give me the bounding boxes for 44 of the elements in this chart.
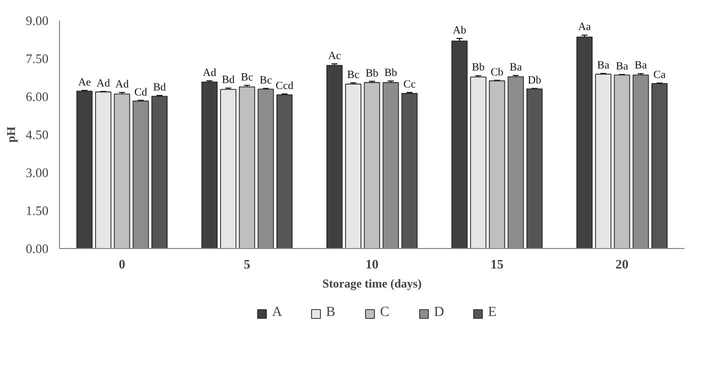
legend-label: D	[434, 305, 446, 321]
y-tick-label: 3.00	[26, 165, 48, 180]
y-tick-label: 9.00	[26, 13, 48, 28]
data-label: Bb	[384, 67, 398, 80]
legend-label: A	[272, 305, 284, 321]
data-label: Cd	[134, 86, 148, 98]
data-label: Cb	[490, 66, 504, 78]
x-tick-label: 15	[490, 256, 504, 272]
y-tick-label: 0.00	[26, 241, 48, 256]
data-label: Ad	[96, 77, 110, 90]
x-tick-label: 10	[366, 256, 378, 272]
x-tick-label: 5	[244, 256, 251, 272]
data-label: Ba	[634, 60, 647, 72]
x-tick-label: 0	[118, 256, 126, 272]
y-tick-label: 1.50	[26, 203, 48, 218]
y-tick-label: 7.50	[26, 51, 48, 66]
data-label: Ad	[115, 78, 130, 90]
data-label: Bb	[472, 62, 486, 74]
x-tick-label: 20	[616, 256, 628, 272]
legend-label: E	[488, 305, 498, 321]
data-label: Ccd	[276, 80, 294, 92]
data-label: Ca	[653, 69, 666, 82]
y-tick-label: 6.00	[26, 89, 48, 104]
data-label: Bd	[153, 81, 166, 94]
data-label: Db	[528, 74, 542, 86]
data-label: Bc	[240, 71, 254, 84]
data-label: Ac	[328, 50, 342, 62]
data-label: Ba	[510, 61, 522, 74]
data-label: Ae	[78, 76, 92, 88]
data-label: Ba	[616, 60, 628, 72]
y-axis-title: pH	[4, 126, 18, 143]
data-label: Cc	[403, 78, 416, 90]
data-label: Bd	[222, 74, 236, 86]
legend-label: C	[380, 305, 390, 321]
data-label: Ab	[452, 24, 467, 36]
data-label: Bc	[347, 68, 360, 81]
data-label: Aa	[578, 21, 592, 34]
data-label: Ba	[597, 59, 610, 72]
y-tick-label: 4.50	[26, 127, 48, 142]
data-label: Bb	[366, 67, 379, 80]
data-label: Ad	[202, 66, 217, 79]
legend-label: B	[326, 305, 336, 321]
x-axis-title: Storage time (days)	[322, 276, 422, 290]
data-label: Bc	[260, 74, 272, 86]
